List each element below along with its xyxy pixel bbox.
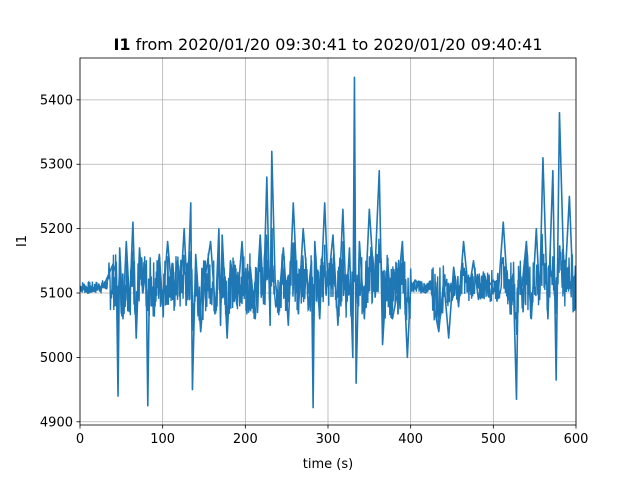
x-tick-label: 600 (564, 432, 589, 447)
x-tick-label: 300 (316, 432, 341, 447)
y-tick-label: 5300 (40, 158, 73, 173)
y-axis-label: I1 (15, 235, 30, 247)
x-tick-label: 500 (481, 432, 506, 447)
y-tick-label: 4900 (40, 415, 73, 430)
y-tick-label: 5200 (40, 222, 73, 237)
series-line (79, 76, 577, 409)
series-noise-band (79, 206, 577, 336)
x-axis: 0 100 200 300 400 500 600 (76, 425, 589, 447)
x-tick-label: 200 (233, 432, 258, 447)
chart-title: I1 from 2020/01/20 09:30:41 to 2020/01/2… (113, 35, 542, 54)
y-tick-label: 5400 (40, 93, 73, 108)
y-tick-label: 5000 (40, 351, 73, 366)
x-axis-label: time (s) (303, 457, 353, 472)
x-tick-label: 100 (150, 432, 175, 447)
chart-title-bold: I1 (113, 35, 130, 54)
chart-title-rest: from 2020/01/20 09:30:41 to 2020/01/20 0… (131, 35, 543, 54)
x-tick-label: 400 (398, 432, 423, 447)
plot-area (79, 76, 577, 409)
y-axis: 4900 5000 5100 5200 5300 5400 (40, 93, 80, 430)
x-tick-label: 0 (76, 432, 84, 447)
y-tick-label: 5100 (40, 287, 73, 302)
